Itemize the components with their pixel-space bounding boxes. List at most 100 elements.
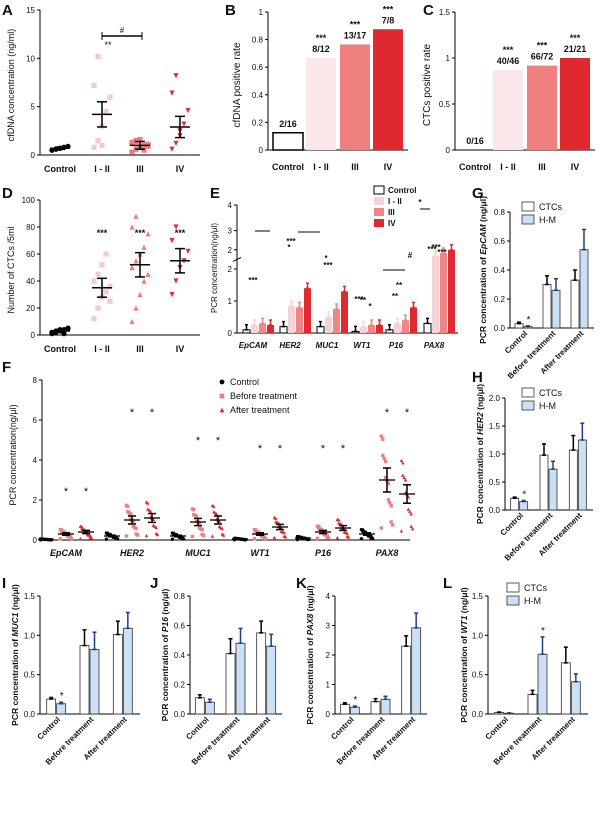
B-y-label: cfDNA positive rate <box>232 42 243 127</box>
B-star: *** <box>383 4 394 14</box>
B-star: *** <box>350 19 361 29</box>
L-y-label: PCR concentration of WT1 (ng/μl) <box>459 587 469 723</box>
F-y-label: PCR concentration(ng/μl) <box>8 404 18 505</box>
E-annotation: *** <box>437 248 447 257</box>
F-point <box>214 512 219 516</box>
J-bar <box>225 653 236 715</box>
A-y-tick-label: 5 <box>31 103 36 112</box>
D-x-label: III <box>136 344 144 354</box>
J-y-tick-label: 0.6 <box>174 622 186 631</box>
F-point <box>399 529 404 533</box>
E-bar <box>304 288 311 333</box>
E-legend-label: IV <box>388 219 396 228</box>
H-bar <box>510 497 520 511</box>
F-point <box>317 527 321 531</box>
A-annotation: # <box>120 26 125 35</box>
F-point <box>78 524 83 528</box>
G-legend-swatch <box>521 201 535 212</box>
F-point <box>379 434 384 438</box>
F-point <box>151 523 156 527</box>
H-y-tick-label: 1.0 <box>489 450 501 459</box>
A-point <box>99 142 105 148</box>
C-bar-label: 21/21 <box>564 44 587 54</box>
G-bar <box>551 289 561 329</box>
K-x-label: Control <box>329 715 355 741</box>
F-point <box>401 473 405 477</box>
I-bar <box>46 698 57 715</box>
F-point <box>335 517 340 521</box>
F-point <box>403 478 408 482</box>
B-y-tick-label: 0 <box>259 146 264 155</box>
E-bar <box>333 309 340 333</box>
I-y-tick-label: 0.0 <box>24 710 36 719</box>
F-point <box>406 507 411 511</box>
A-point <box>91 82 97 88</box>
A-point <box>95 53 101 59</box>
G-bar <box>579 249 589 329</box>
E-bar <box>423 322 432 334</box>
F-point <box>212 510 216 514</box>
E-bar <box>410 307 417 333</box>
B-star: *** <box>316 33 327 43</box>
panel-D: 0 20 40 60 80 100 Number of CTCs /5ml *** *** ***… <box>6 196 200 354</box>
E-annotation: *** <box>286 237 296 246</box>
F-point <box>388 501 392 505</box>
H-y-label-part: HER2 <box>475 412 485 435</box>
E-x-label: WT1 <box>354 341 371 350</box>
F-point <box>60 529 64 534</box>
C-x-label: IV <box>571 162 580 172</box>
A-x-label: I - II <box>94 164 110 174</box>
D-star: *** <box>135 228 146 238</box>
A-point <box>173 140 179 146</box>
D-point <box>133 213 139 219</box>
B-bar <box>373 29 403 150</box>
A-annotation: ** <box>104 40 112 50</box>
F-point <box>325 535 329 540</box>
L-star: * <box>541 626 545 637</box>
F-point <box>274 519 278 524</box>
J-x-label: Control <box>184 715 210 741</box>
I-bar <box>56 703 67 715</box>
K-bar <box>411 627 422 715</box>
B-bar <box>306 57 336 151</box>
D-x-label: Control <box>44 344 76 354</box>
E-annotation: ** <box>392 292 399 301</box>
D-y-label: Number of CTCs /5ml <box>6 226 16 313</box>
E-bar <box>279 326 288 334</box>
F-point <box>402 475 406 480</box>
J-bar <box>194 697 205 715</box>
C-star: *** <box>537 41 548 51</box>
J-y-label: PCR concentration of P16 (ng/μl) <box>160 588 170 721</box>
G-bar <box>542 284 552 329</box>
A-y-tick-label: 0 <box>31 151 36 160</box>
F-star: * <box>196 435 201 447</box>
panel-letter: L <box>443 575 452 592</box>
F-y-tick-label: 0 <box>33 536 38 545</box>
D-point <box>95 271 101 277</box>
F-point <box>272 515 277 520</box>
A-y-tick-label: 10 <box>26 54 35 63</box>
panel-G: 0.0 0.2 0.4 0.6 0.8 PCR concentration of EpCA… <box>478 196 594 381</box>
D-point <box>173 224 179 230</box>
K-y-label-part: PAX8 <box>305 613 315 635</box>
G-y-tick-label: 0.2 <box>494 295 506 304</box>
K-bar <box>380 698 391 715</box>
G-x-label: Control <box>503 329 529 355</box>
L-legend-label: CTCs <box>524 583 547 593</box>
F-point <box>58 527 63 532</box>
F-point <box>128 517 133 521</box>
E-y-tick-label: 2 <box>228 246 233 255</box>
G-y-tick-label: 0.0 <box>494 324 506 333</box>
H-y-label-part: PCR concentration of <box>475 435 485 524</box>
C-y-tick-label: 1.5 <box>439 8 451 17</box>
F-point <box>410 526 415 531</box>
L-y-tick-label: 0.5 <box>472 671 484 680</box>
H-bar <box>548 468 558 511</box>
F-point <box>337 521 341 525</box>
A-x-label: III <box>136 164 144 174</box>
K-y-tick-label: 3 <box>326 622 331 631</box>
A-y-tick-label: 15 <box>26 6 35 15</box>
E-x-label: P16 <box>389 341 404 350</box>
panel-K: 0 1 2 3 4 PCR concentration of PAX8 (ng/μl) * C… <box>305 585 427 767</box>
